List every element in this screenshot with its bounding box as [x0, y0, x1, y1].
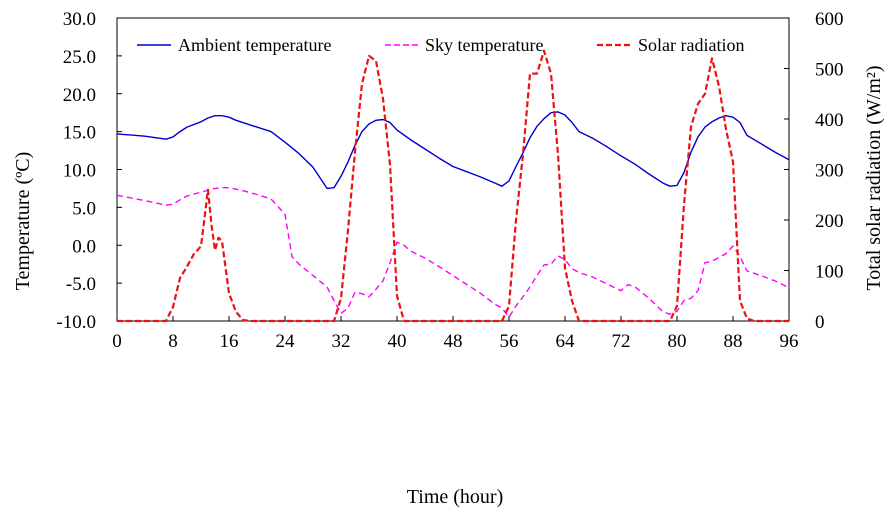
y-left-tick-label: 5.0: [72, 198, 96, 219]
x-tick-label: 24: [276, 331, 296, 352]
plot-frame: [116, 17, 790, 322]
x-tick-label: 64: [556, 331, 576, 352]
y-right-tick-label: 400: [815, 110, 844, 131]
x-tick-label: 80: [668, 331, 687, 352]
y-right-axis-title: Total solar radiation (W/m²): [863, 65, 885, 290]
y-right-tick-label: 600: [815, 9, 844, 30]
series-line-1: [116, 186, 790, 318]
y-left-tick-label: 25.0: [63, 47, 96, 68]
x-tick-label: 72: [612, 331, 631, 352]
x-tick-label: 0: [112, 331, 122, 352]
x-axis-title: Time (hour): [407, 486, 503, 508]
x-tick-label: 56: [500, 331, 519, 352]
x-tick-label: 88: [724, 331, 743, 352]
y-right-tick-label: 100: [815, 262, 844, 283]
y-left-tick-label: -5.0: [66, 274, 96, 295]
series-line-0: [116, 111, 790, 190]
y-right-tick-label: 0: [815, 312, 825, 333]
y-left-tick-label: 20.0: [63, 85, 96, 106]
y-left-tick-label: 0.0: [72, 236, 96, 257]
series-line-2: [117, 49, 789, 323]
x-tick-label: 16: [220, 331, 239, 352]
x-tick-label: 8: [168, 331, 178, 352]
axes: 0 8 16 24 32 40 48 56 64 72 80 88 96 30.0 25.0 20.0 15.0…: [56, 9, 843, 352]
y-right-tick-label: 500: [815, 60, 844, 81]
y-right-tick-label: 200: [815, 211, 844, 232]
y-left-axis-title: Temperature (ºC): [12, 152, 34, 291]
y-left-tick-label: 15.0: [63, 123, 96, 144]
y-left-tick-label: 30.0: [63, 9, 96, 30]
legend-label-0: Ambient temperature: [178, 35, 331, 55]
y-right-tick-label: 300: [815, 161, 844, 182]
plot-lines: [116, 49, 790, 323]
x-tick-label: 96: [780, 331, 799, 352]
x-tick-label: 32: [332, 331, 351, 352]
x-tick-label: 48: [444, 331, 463, 352]
legend: Ambient temperature Sky temperature Solar …: [137, 35, 744, 55]
legend-label-1: Sky temperature: [425, 35, 543, 55]
y-left-tick-label: 10.0: [63, 161, 96, 182]
x-tick-label: 40: [388, 331, 407, 352]
y-left-tick-label: -10.0: [56, 312, 96, 333]
legend-label-2: Solar radiation: [638, 35, 744, 55]
